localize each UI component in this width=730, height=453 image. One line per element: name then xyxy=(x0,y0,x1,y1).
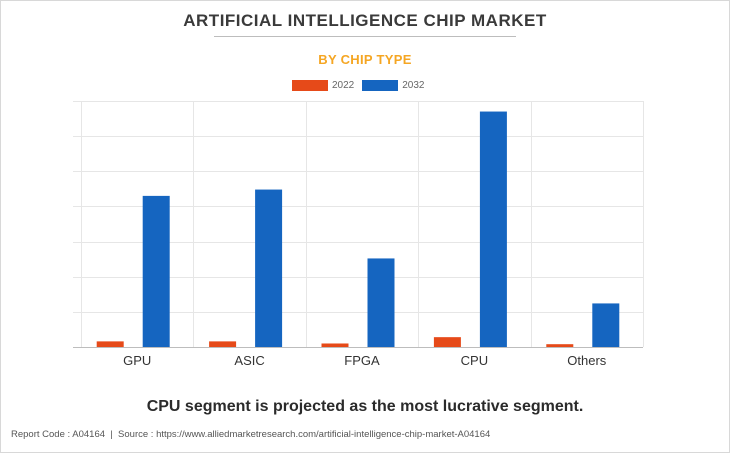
x-tick-label-asic: ASIC xyxy=(234,353,264,368)
bar-2032-asic[interactable] xyxy=(255,189,283,347)
source-link[interactable]: Source : https://www.alliedmarketresearc… xyxy=(118,429,491,440)
bar-2032-others[interactable] xyxy=(592,303,620,347)
footer-separator: | xyxy=(110,429,113,440)
bar-2022-others[interactable] xyxy=(546,344,574,347)
bar-2022-gpu[interactable] xyxy=(96,341,124,347)
bar-2022-fpga[interactable] xyxy=(321,343,349,347)
legend-swatch-2032 xyxy=(362,80,399,91)
chart-caption: CPU segment is projected as the most luc… xyxy=(146,398,584,415)
bar-2032-gpu[interactable] xyxy=(142,195,170,347)
bar-2032-cpu[interactable] xyxy=(479,111,507,348)
legend-item-2022[interactable]: 2022 xyxy=(292,80,354,91)
legend-item-2032[interactable]: 2032 xyxy=(362,80,425,91)
legend-swatch-2022 xyxy=(292,80,328,91)
title-divider xyxy=(214,36,516,37)
report-code: Report Code : A04164 xyxy=(11,429,106,440)
bar-2022-cpu[interactable] xyxy=(433,337,461,347)
x-tick-label-gpu: GPU xyxy=(123,353,151,368)
footer-source: Report Code : A04164 | Source : https://… xyxy=(11,429,490,440)
chart-legend: 2022 2032 xyxy=(292,80,433,91)
chart-subtitle: BY CHIP TYPE xyxy=(318,52,412,67)
bar-2032-fpga[interactable] xyxy=(367,258,395,347)
bar-2022-asic[interactable] xyxy=(209,341,237,347)
legend-label-2032: 2032 xyxy=(402,80,425,91)
chart-title: ARTIFICIAL INTELLIGENCE CHIP MARKET xyxy=(183,11,547,30)
x-tick-label-others: Others xyxy=(567,353,607,368)
legend-label-2022: 2022 xyxy=(332,80,355,91)
x-tick-label-fpga: FPGA xyxy=(344,353,380,368)
x-tick-label-cpu: CPU xyxy=(461,353,488,368)
